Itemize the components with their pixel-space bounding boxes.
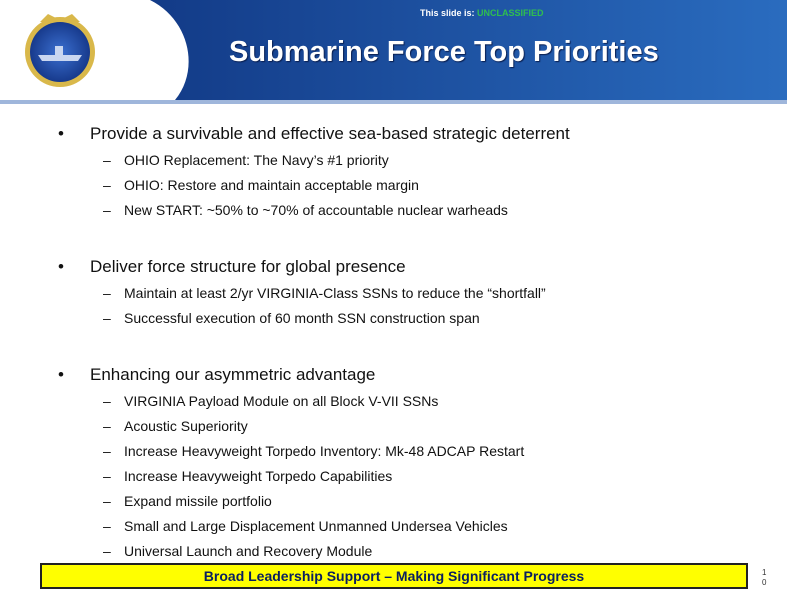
bullet-text: Enhancing our asymmetric advantage bbox=[90, 365, 376, 384]
header-background bbox=[0, 0, 787, 104]
sub-bullet-text: Increase Heavyweight Torpedo Inventory: … bbox=[124, 443, 525, 459]
sub-bullet-text: Successful execution of 60 month SSN con… bbox=[124, 310, 480, 326]
dash-marker: – bbox=[103, 152, 111, 168]
sub-bullet-text: Expand missile portfolio bbox=[124, 493, 272, 509]
slide-title: Submarine Force Top Priorities bbox=[229, 36, 659, 68]
bullet-marker: • bbox=[58, 257, 64, 276]
dash-marker: – bbox=[103, 518, 111, 534]
dash-marker: – bbox=[103, 468, 111, 484]
bullet-text: Provide a survivable and effective sea-b… bbox=[90, 124, 570, 143]
classification-label: This slide is: bbox=[420, 8, 475, 18]
dash-marker: – bbox=[103, 493, 111, 509]
dash-marker: – bbox=[103, 310, 111, 326]
bullet-marker: • bbox=[58, 365, 64, 384]
sub-bullet-text: OHIO: Restore and maintain acceptable ma… bbox=[124, 177, 419, 193]
dash-marker: – bbox=[103, 285, 111, 301]
sub-bullet-text: VIRGINIA Payload Module on all Block V-V… bbox=[124, 393, 439, 409]
sub-bullet-text: Small and Large Displacement Unmanned Un… bbox=[124, 518, 508, 534]
sub-bullet-text: New START: ~50% to ~70% of accountable n… bbox=[124, 202, 508, 218]
logo bbox=[25, 14, 95, 87]
bullet-text: Deliver force structure for global prese… bbox=[90, 257, 406, 276]
dash-marker: – bbox=[103, 202, 111, 218]
dash-marker: – bbox=[103, 418, 111, 434]
sub-bullet-text: Acoustic Superiority bbox=[124, 418, 248, 434]
sub-bullet-text: Maintain at least 2/yr VIRGINIA-Class SS… bbox=[124, 285, 546, 301]
banner: Broad Leadership Support – Making Signif… bbox=[40, 563, 748, 589]
sub-bullet-text: Increase Heavyweight Torpedo Capabilitie… bbox=[124, 468, 393, 484]
dash-marker: – bbox=[103, 393, 111, 409]
sub-bullet-text: Universal Launch and Recovery Module bbox=[124, 543, 373, 559]
bullet-marker: • bbox=[58, 124, 64, 143]
sub-bullet-text: OHIO Replacement: The Navy’s #1 priority bbox=[124, 152, 389, 168]
dash-marker: – bbox=[103, 443, 111, 459]
page-number: 10 bbox=[762, 568, 767, 587]
classification-line: This slide is: UNCLASSIFIED bbox=[420, 8, 544, 18]
classification: UNCLASSIFIED bbox=[477, 8, 544, 18]
dash-marker: – bbox=[103, 177, 111, 193]
dash-marker: – bbox=[103, 543, 111, 559]
